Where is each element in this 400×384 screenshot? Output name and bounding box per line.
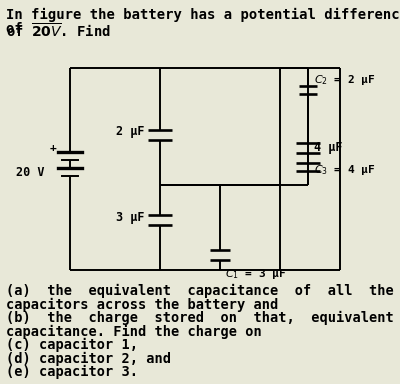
Text: $C_2$ = 2 μF: $C_2$ = 2 μF — [314, 73, 375, 87]
Text: (c) capacitor 1,: (c) capacitor 1, — [6, 338, 138, 352]
Text: $C_1$ = 3 μF: $C_1$ = 3 μF — [225, 267, 286, 281]
Text: 2 μF: 2 μF — [116, 126, 144, 139]
Text: 4 μF: 4 μF — [314, 141, 342, 154]
Text: +: + — [50, 143, 56, 153]
Text: 20 V: 20 V — [16, 166, 44, 179]
Text: capacitors across the battery and: capacitors across the battery and — [6, 298, 278, 312]
Text: of: of — [6, 22, 31, 36]
Text: (a)  the  equivalent  capacitance  of  all  the: (a) the equivalent capacitance of all th… — [6, 284, 394, 298]
Text: (e) capacitor 3.: (e) capacitor 3. — [6, 365, 138, 379]
Text: (d) capacitor 2, and: (d) capacitor 2, and — [6, 351, 171, 366]
Text: 3 μF: 3 μF — [116, 210, 144, 223]
Text: $C_3$ = 4 μF: $C_3$ = 4 μF — [314, 163, 375, 177]
Text: capacitance. Find the charge on: capacitance. Find the charge on — [6, 324, 262, 339]
Text: of $\mathbf{\overline{20}}\overline{\mathit{V}}$. Find: of $\mathbf{\overline{20}}\overline{\mat… — [6, 22, 111, 40]
Text: (b)  the  charge  stored  on  that,  equivalent: (b) the charge stored on that, equivalen… — [6, 311, 394, 325]
Text: In figure the battery has a potential difference: In figure the battery has a potential di… — [6, 8, 400, 22]
